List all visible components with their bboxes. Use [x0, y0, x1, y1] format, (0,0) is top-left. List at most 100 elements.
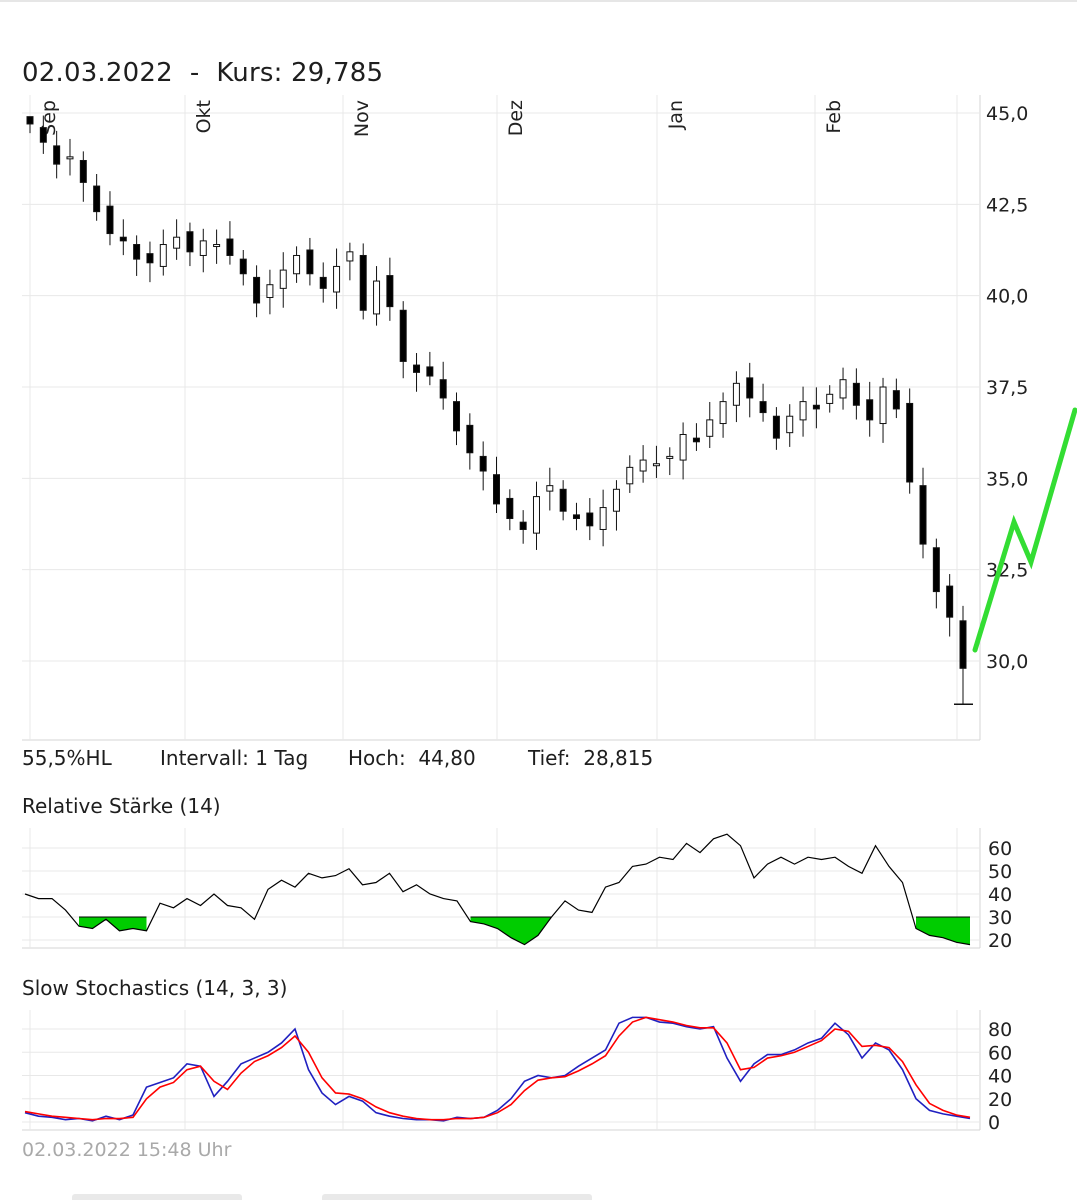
price-tick-label: 30,0	[986, 651, 1028, 673]
candle-body	[413, 364, 421, 373]
stoch-tick-label: 0	[988, 1112, 1000, 1134]
candle-body	[106, 205, 114, 235]
month-label-nov: Nov	[351, 100, 373, 137]
candle-body	[186, 231, 194, 253]
candle-body	[786, 415, 794, 434]
month-label-feb: Feb	[823, 100, 845, 134]
stoch-tick-label: 40	[988, 1066, 1012, 1088]
candle-body	[666, 455, 674, 459]
bottom-tab-1[interactable]	[72, 1194, 242, 1200]
candle-body	[479, 455, 487, 472]
title-separator: -	[189, 58, 200, 88]
candle-body	[26, 116, 34, 125]
candle-body	[239, 258, 247, 275]
candle-body	[946, 585, 954, 618]
candle-body	[626, 466, 634, 485]
rsi-oversold-area	[79, 917, 147, 931]
candle-body	[719, 401, 727, 425]
top-divider	[0, 0, 1077, 2]
candle-body	[93, 185, 101, 213]
candle-body	[759, 401, 767, 414]
rsi-oversold-area	[916, 917, 970, 945]
candle-body	[173, 236, 181, 249]
candle-body	[426, 366, 434, 377]
candle-body	[146, 253, 154, 264]
candle-body	[39, 127, 47, 143]
stoch-title: Slow Stochastics (14, 3, 3)	[22, 976, 288, 1000]
price-tick-label: 35,0	[986, 468, 1028, 490]
candle-body	[399, 309, 407, 362]
price-tick-label: 45,0	[986, 103, 1028, 125]
candle-body	[359, 254, 367, 311]
candle-body	[919, 485, 927, 545]
candle-body	[959, 620, 967, 669]
update-timestamp: 02.03.2022 15:48 Uhr	[22, 1139, 232, 1161]
rsi-title: Relative Stärke (14)	[22, 794, 221, 818]
candle-body	[652, 463, 660, 467]
candle-body	[599, 507, 607, 530]
month-label-jan: Jan	[665, 100, 687, 130]
low-value: 28,815	[583, 746, 654, 770]
price-label: Kurs:	[216, 58, 283, 88]
high-label: Hoch:	[348, 746, 406, 770]
candle-body	[506, 497, 514, 520]
candle-body	[226, 238, 234, 256]
month-label-okt: Okt	[193, 100, 215, 133]
range-stat: 55,5%HL	[22, 746, 112, 770]
candle-body	[213, 244, 221, 248]
candle-body	[266, 284, 274, 298]
rsi-tick-label: 20	[988, 930, 1012, 952]
candle-body	[532, 496, 540, 534]
candle-body	[679, 433, 687, 461]
high-stat: Hoch: 44,80	[348, 746, 476, 770]
candle-body	[772, 415, 780, 439]
low-label: Tief:	[528, 746, 571, 770]
price-tick-label: 40,0	[986, 286, 1028, 308]
candle-body	[839, 379, 847, 399]
rsi-tick-label: 60	[988, 838, 1012, 860]
candle-body	[493, 474, 500, 505]
candle-body	[453, 401, 461, 432]
candle-body	[519, 521, 527, 530]
candle-body	[199, 240, 207, 256]
price-tick-label: 42,5	[986, 194, 1028, 216]
candle-body	[333, 265, 341, 293]
rsi-line	[24, 833, 971, 946]
candle-body	[439, 379, 447, 399]
quote-date: 02.03.2022	[22, 58, 173, 88]
candle-body	[586, 512, 594, 527]
rsi-tick-label: 40	[988, 884, 1012, 906]
rsi-oversold-area	[470, 917, 552, 945]
candle-body	[293, 254, 301, 275]
page-title: 02.03.2022 - Kurs: 29,785	[22, 58, 383, 88]
candle-body	[692, 437, 700, 443]
candle-body	[53, 145, 61, 165]
candle-body	[159, 244, 167, 267]
candle-body	[852, 382, 860, 406]
candle-body	[732, 382, 740, 406]
high-value: 44,80	[418, 746, 476, 770]
rsi-tick-label: 30	[988, 907, 1012, 929]
stoch-k-line	[24, 1016, 971, 1122]
candle-body	[306, 249, 314, 275]
rsi-tick-label: 50	[988, 861, 1012, 883]
candle-body	[706, 419, 714, 437]
stoch-tick-label: 20	[988, 1089, 1012, 1111]
candle-body	[826, 393, 834, 404]
bottom-tab-2[interactable]	[322, 1194, 592, 1200]
candle-body	[133, 244, 141, 260]
candle-body	[253, 276, 261, 304]
candle-body	[66, 156, 74, 160]
candle-body	[906, 402, 914, 483]
candle-body	[879, 386, 887, 425]
candles	[26, 115, 967, 705]
candle-body	[346, 251, 354, 262]
candle-body	[932, 547, 940, 593]
candle-body	[612, 488, 620, 512]
price-tick-label: 37,5	[986, 377, 1028, 399]
candle-body	[119, 236, 127, 242]
